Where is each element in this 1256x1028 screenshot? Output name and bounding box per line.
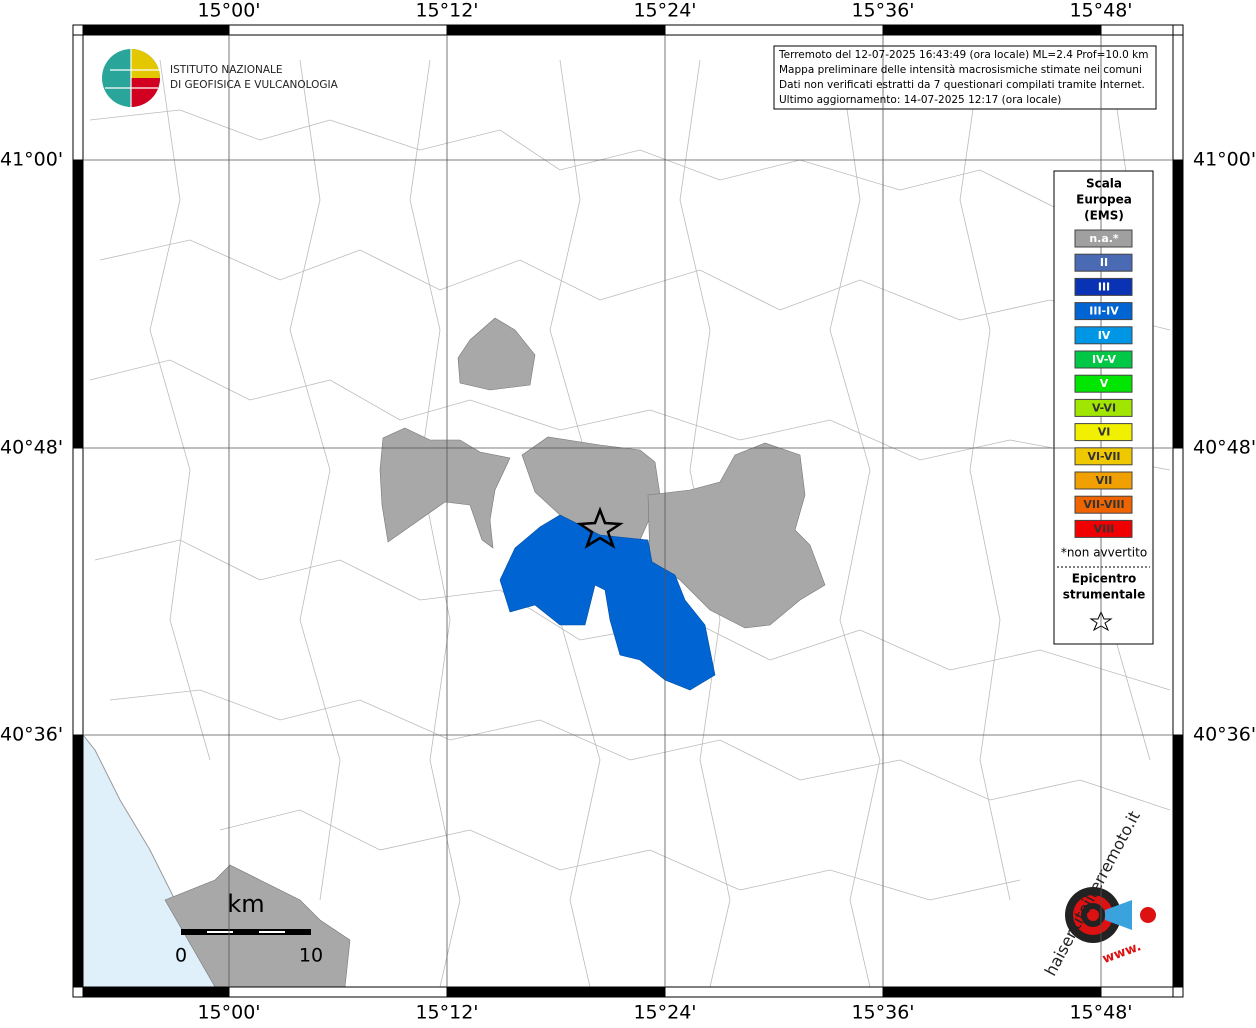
scalebar [181, 929, 311, 935]
frame-bar [72, 159, 84, 449]
legend-epicenter: strumentale [1063, 588, 1146, 602]
scalebar-unit: km [227, 890, 264, 918]
lon-label: 15°00' [197, 1002, 260, 1024]
lat-label: 40°36' [1193, 724, 1256, 746]
lat-label: 41°00' [1193, 149, 1256, 171]
ingv-logo [102, 49, 160, 107]
legend-label: V [1100, 377, 1109, 390]
lon-label: 15°24' [633, 1002, 696, 1024]
legend-swatch [1074, 374, 1133, 393]
frame-bar [1100, 24, 1174, 36]
info-line: Ultimo aggiornamento: 14-07-2025 12:17 (… [779, 94, 1061, 106]
frame-bar [228, 986, 448, 998]
legend-swatch [1074, 495, 1133, 514]
frame-bar [1172, 447, 1184, 736]
frame-bar [82, 24, 230, 36]
boundaries [89, 59, 1171, 988]
legend-swatch [1074, 471, 1133, 490]
info-box [773, 45, 1157, 110]
legend-label: VIII [1094, 522, 1115, 535]
frame-bar [1172, 734, 1184, 988]
frame-bar [72, 34, 84, 161]
frame-bar [228, 24, 448, 36]
lat-label: 40°48' [0, 437, 63, 459]
frame-bar [1172, 34, 1184, 161]
legend-label: V-VI [1092, 401, 1116, 414]
lon-label: 15°24' [633, 0, 696, 22]
lat-label: 41°00' [0, 149, 63, 171]
legend-swatch [1074, 519, 1133, 538]
lon-label: 15°00' [197, 0, 260, 22]
frame-bar [1172, 159, 1184, 449]
legend-label: n.a.* [1089, 232, 1119, 245]
frame-bar [446, 24, 666, 36]
legend-swatch [1074, 447, 1133, 466]
legend-label: II [1100, 256, 1108, 269]
legend-label: VII [1096, 474, 1113, 487]
legend-epicenter: Epicentro [1072, 572, 1137, 586]
institute-name: DI GEOFISICA E VULCANOLOGIA [170, 79, 339, 91]
frame-bar [72, 447, 84, 736]
frame-bar [882, 24, 1102, 36]
frame-bar [664, 24, 884, 36]
lon-label: 15°12' [415, 1002, 478, 1024]
frame-bar [1100, 986, 1174, 998]
legend-swatch [1074, 253, 1133, 272]
lon-label: 15°48' [1069, 0, 1132, 22]
legend-swatch [1074, 302, 1133, 321]
site-logo [1065, 887, 1156, 943]
legend-swatch [1074, 229, 1133, 248]
frame-bar [82, 986, 230, 998]
legend-swatch [1074, 423, 1133, 442]
lat-label: 40°36' [0, 724, 63, 746]
institute-name: ISTITUTO NAZIONALE [170, 64, 283, 76]
legend-label: IV-V [1092, 353, 1117, 366]
legend-note: *non avvertito [1061, 546, 1147, 560]
legend-label: VI-VII [1087, 450, 1120, 463]
legend-label: VII-VIII [1083, 498, 1124, 511]
legend-swatch [1074, 326, 1133, 345]
frame-bar [446, 986, 666, 998]
legend-label: VI [1098, 426, 1111, 439]
intensity-areas [164, 317, 826, 988]
epicenter-star [576, 506, 624, 549]
legend-label: IV [1098, 329, 1111, 342]
legend-title: Europea [1076, 193, 1132, 207]
legend-swatch [1074, 398, 1133, 417]
info-line: Terremoto del 12-07-2025 16:43:49 (ora l… [778, 49, 1148, 61]
scalebar-tick: 0 [175, 945, 187, 967]
legend-swatch [1074, 277, 1133, 296]
legend-title: (EMS) [1084, 209, 1124, 223]
frame-bar [72, 734, 84, 988]
legend-label: III-IV [1089, 305, 1119, 318]
frame-bar [882, 986, 1102, 998]
lon-label: 15°12' [415, 0, 478, 22]
lon-label: 15°36' [851, 0, 914, 22]
legend-title: Scala [1086, 177, 1122, 191]
frame-bar [664, 986, 884, 998]
intensity-areas-blue [499, 514, 716, 691]
scalebar-tick: 10 [299, 945, 323, 967]
lon-label: 15°36' [851, 1002, 914, 1024]
legend-label: III [1098, 280, 1110, 293]
info-line: Dati non verificati estratti da 7 questi… [779, 79, 1145, 91]
lat-label: 40°48' [1193, 437, 1256, 459]
info-line: Mappa preliminare delle intensità macros… [779, 64, 1142, 76]
lon-label: 15°48' [1069, 1002, 1132, 1024]
legend-swatch [1074, 350, 1133, 369]
